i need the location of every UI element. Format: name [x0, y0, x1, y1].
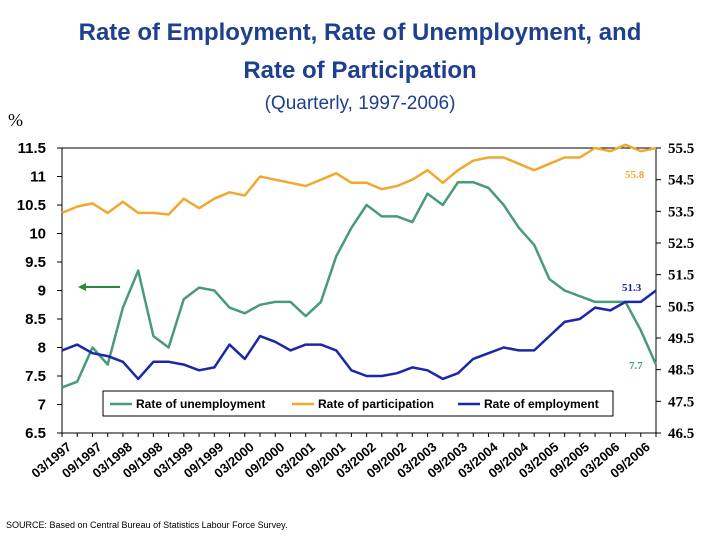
left-tick-label: 11 [30, 169, 46, 186]
left-tick-label: 9 [38, 283, 46, 300]
legend: Rate of unemployment Rate of participati… [102, 390, 614, 417]
left-tick-label: 8 [38, 340, 46, 357]
chart-title-line1: Rate of Employment, Rate of Unemployment… [79, 19, 642, 46]
right-tick-label: 49.5 [668, 331, 694, 347]
legend-label-participation: Rate of participation [318, 397, 434, 411]
series-layer [61, 143, 658, 389]
left-tick-label: 7.5 [25, 368, 46, 385]
right-tick-label: 53.5 [668, 204, 694, 220]
plot-area [61, 147, 657, 434]
arrow-head-icon [78, 283, 86, 291]
right-tick-label: 46.5 [668, 426, 694, 442]
legend-label-unemployment: Rate of unemployment [136, 397, 265, 411]
annotation-employment-value: 51.3 [622, 282, 642, 294]
annotation-unemployment-value: 7.7 [629, 360, 643, 372]
left-tick-label: 6.5 [25, 425, 46, 442]
right-tick-label: 51.5 [668, 268, 694, 284]
left-tick-label: 7 [38, 397, 46, 414]
y-axis-label: % [8, 110, 23, 130]
series-line-rate-of-unemployment [61, 180, 658, 389]
right-tick-label: 55.5 [668, 141, 694, 157]
left-tick-label: 11.5 [18, 140, 46, 157]
annotation-participation-value: 55.8 [625, 169, 645, 181]
right-axis-ticks: 55.5 54.5 53.5 52.5 51.5 50.5 49.5 48.5 47.5 46.5 [656, 141, 694, 442]
right-tick-label: 48.5 [668, 363, 694, 379]
right-tick-label: 52.5 [668, 236, 694, 252]
x-axis-ticks: 03/199709/199703/199809/199803/199909/19… [28, 433, 657, 481]
left-tick-label: 10 [29, 226, 46, 243]
arrow-annotation [78, 283, 120, 291]
left-tick-label: 10.5 [17, 197, 46, 214]
source-note: SOURCE: Based on Central Bureau of Stati… [6, 520, 287, 530]
right-tick-label: 47.5 [668, 394, 694, 410]
chart-title-line2: Rate of Participation [243, 57, 476, 84]
left-tick-label: 9.5 [25, 254, 46, 271]
legend-label-employment: Rate of employment [484, 397, 599, 411]
right-tick-label: 50.5 [668, 299, 694, 315]
series-line-rate-of-employment [61, 289, 657, 381]
left-tick-label: 8.5 [25, 311, 46, 328]
legend-box [102, 390, 614, 417]
series-line-rate-of-participation [61, 143, 657, 216]
chart-subtitle: (Quarterly, 1997-2006) [265, 93, 456, 114]
left-axis-ticks: 11.5 11 10.5 10 9.5 9 8.5 8 7.5 7 6.5 [17, 140, 62, 442]
right-tick-label: 54.5 [668, 173, 694, 189]
